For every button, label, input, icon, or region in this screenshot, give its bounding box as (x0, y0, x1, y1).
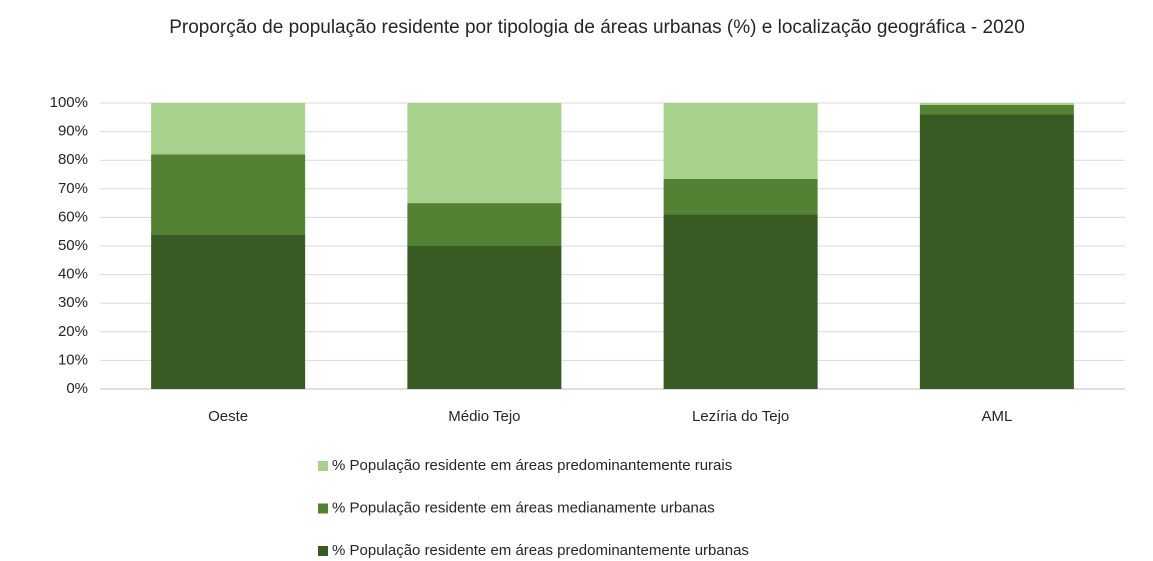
bar-segment (151, 154, 306, 235)
legend-swatch (318, 461, 328, 471)
bar-segment (407, 103, 562, 204)
y-tick-label: 60% (58, 208, 88, 225)
y-tick-label: 30% (58, 294, 88, 311)
x-tick-label: AML (981, 408, 1012, 425)
bar-segment (919, 105, 1074, 115)
legend-label: % População residente em áreas medianame… (332, 499, 715, 516)
legend-label: % População residente em áreas predomina… (332, 542, 749, 559)
bar-segment (151, 103, 306, 155)
y-tick-label: 80% (58, 151, 88, 168)
y-tick-label: 70% (58, 180, 88, 197)
y-tick-label: 10% (58, 351, 88, 368)
bar-segment (663, 214, 818, 389)
bar-segment (407, 203, 562, 246)
bar-segment (919, 103, 1074, 106)
bar-segment (151, 234, 306, 389)
y-tick-label: 50% (58, 237, 88, 254)
bar-segment (663, 178, 818, 215)
y-tick-label: 40% (58, 266, 88, 283)
bar-segment (663, 103, 818, 179)
x-tick-label: Lezíria do Tejo (692, 408, 789, 425)
bar-segment (407, 246, 562, 389)
x-tick-label: Oeste (208, 408, 248, 425)
chart-title: Proporção de população residente por tip… (169, 17, 1025, 38)
y-tick-label: 100% (50, 94, 88, 111)
legend-swatch (318, 546, 328, 556)
bar-segment (919, 114, 1074, 389)
y-tick-label: 20% (58, 323, 88, 340)
x-tick-label: Médio Tejo (448, 408, 520, 425)
y-tick-label: 90% (58, 123, 88, 140)
legend-label: % População residente em áreas predomina… (332, 457, 732, 474)
y-tick-label: 0% (66, 380, 88, 397)
legend-swatch (318, 503, 328, 514)
